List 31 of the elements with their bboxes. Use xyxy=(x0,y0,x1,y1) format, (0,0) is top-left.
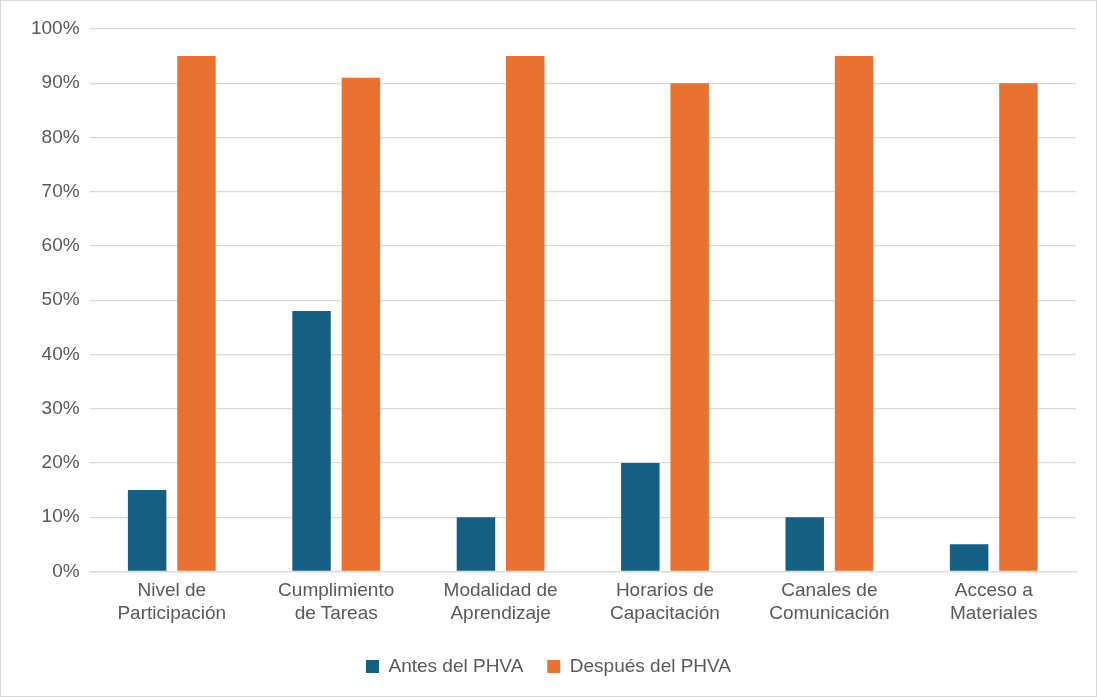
bar xyxy=(177,56,216,571)
bar xyxy=(670,83,709,571)
bar xyxy=(127,490,167,571)
x-tick-label: Nivel de Participación xyxy=(117,579,227,623)
y-tick-label: 30% xyxy=(41,396,80,418)
x-tick-label: Horarios de Capacitación xyxy=(610,579,720,623)
y-tick-label: 20% xyxy=(41,451,80,473)
y-tick-label: 70% xyxy=(41,179,80,201)
y-tick-label: 10% xyxy=(41,505,80,527)
bar xyxy=(834,56,874,571)
y-tick-label: 90% xyxy=(41,71,80,93)
y-tick-label: 60% xyxy=(41,234,80,256)
bar xyxy=(456,517,496,571)
x-tick-label: Modalidad de Aprendizaje xyxy=(443,579,558,623)
legend-label: Después del PHVA xyxy=(569,654,732,676)
x-tick-label: Cumplimiento de Tareas xyxy=(278,579,395,623)
legend-label: Antes del PHVA xyxy=(388,654,524,676)
y-tick-label: 50% xyxy=(41,288,80,310)
bar xyxy=(292,311,331,571)
bar xyxy=(949,544,989,571)
x-tick-label: Canales de Comunicación xyxy=(769,579,890,623)
bar xyxy=(621,462,660,571)
x-tick-label: Acceso a Materiales xyxy=(949,579,1038,623)
bar xyxy=(341,77,381,571)
bar xyxy=(785,517,824,571)
y-tick-label: 0% xyxy=(52,559,80,581)
y-tick-label: 80% xyxy=(41,125,80,147)
y-tick-label: 40% xyxy=(41,342,80,364)
bar xyxy=(999,83,1038,571)
y-tick-label: 100% xyxy=(30,17,80,39)
bar xyxy=(506,56,545,571)
